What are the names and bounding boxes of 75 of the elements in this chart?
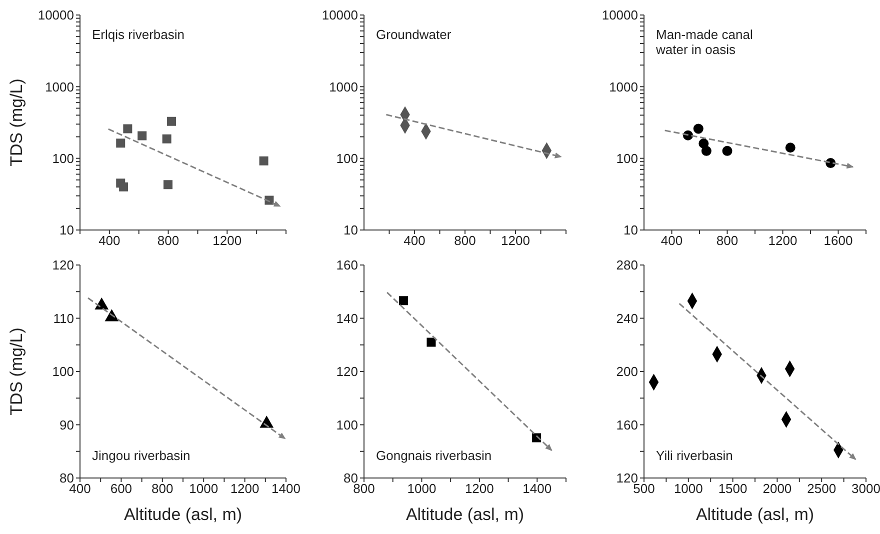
x-tick-label: 2000 <box>762 481 792 496</box>
x-tick-label: 500 <box>633 481 655 496</box>
x-axis-title: Altitude (asl, m) <box>696 505 814 524</box>
x-axis-title: Altitude (asl, m) <box>406 505 524 524</box>
x-tick-label: 800 <box>157 233 180 248</box>
annotation: Erlqis riverbasin <box>92 27 186 42</box>
y-tick-label: 1000 <box>45 79 74 94</box>
point <box>785 142 796 153</box>
point <box>426 338 436 347</box>
point <box>138 131 147 140</box>
x-tick-label: 1000 <box>407 481 436 496</box>
y-tick-label: 120 <box>336 364 358 380</box>
x-tick-label: 1000 <box>189 481 218 496</box>
y-tick-label: 120 <box>52 258 74 273</box>
annotation: Groundwater <box>376 27 452 42</box>
x-tick-label: 1200 <box>501 233 530 248</box>
y-tick-label: 140 <box>336 310 358 326</box>
point <box>163 180 172 190</box>
x-axis-title: Altitude (asl, m) <box>124 505 242 524</box>
y-tick-label: 100 <box>52 150 74 166</box>
y-tick-label: 280 <box>616 258 638 273</box>
point <box>95 298 108 310</box>
x-tick-label: 400 <box>660 233 683 248</box>
y-tick-label: 1000 <box>609 79 638 94</box>
x-tick-label: 1000 <box>674 481 703 496</box>
y-tick-label: 100 <box>336 417 358 432</box>
y-tick-label: 10000 <box>322 8 358 23</box>
x-tick-label: 1200 <box>464 481 494 496</box>
point <box>259 156 268 166</box>
annotation: Yili riverbasin <box>656 448 734 463</box>
y-tick-label: 100 <box>616 150 638 166</box>
point <box>162 134 172 144</box>
y-tick-label: 10000 <box>602 8 638 23</box>
point <box>116 138 126 148</box>
annotation: Man-made canal water in oasis <box>656 27 754 57</box>
x-tick-label: 1200 <box>768 233 798 248</box>
y-tick-label: 10000 <box>38 8 74 23</box>
annotation: Gongnais riverbasin <box>376 448 493 463</box>
x-tick-label: 800 <box>454 233 476 248</box>
y-tick-label: 10 <box>344 222 358 238</box>
x-tick-label: 400 <box>98 233 120 248</box>
y-axis-title: TDS (mg/L) <box>7 78 26 166</box>
x-tick-label: 600 <box>110 481 132 496</box>
x-tick-label: 1600 <box>824 233 853 248</box>
y-tick-label: 90 <box>60 417 74 432</box>
y-tick-label: 200 <box>616 364 638 380</box>
point <box>722 146 732 156</box>
point <box>693 124 704 134</box>
y-tick-label: 160 <box>616 417 638 432</box>
y-tick-label: 10 <box>624 222 638 238</box>
y-tick-label: 160 <box>336 258 358 273</box>
point <box>399 296 408 306</box>
x-tick-label: 1400 <box>272 481 300 496</box>
y-tick-label: 100 <box>52 364 74 380</box>
point <box>123 124 132 134</box>
x-tick-label: 800 <box>353 481 375 496</box>
x-tick-label: 1500 <box>718 481 748 496</box>
x-tick-label: 1400 <box>522 481 552 496</box>
x-tick-label: 800 <box>152 481 174 496</box>
x-tick-label: 2500 <box>807 481 836 496</box>
x-tick-label: 400 <box>404 233 426 248</box>
y-tick-label: 110 <box>53 310 74 326</box>
point <box>701 146 712 156</box>
y-tick-label: 240 <box>616 310 638 326</box>
point <box>119 182 128 192</box>
x-tick-label: 3000 <box>852 481 880 496</box>
y-tick-label: 10 <box>60 222 74 238</box>
point <box>167 116 176 126</box>
x-tick-label: 1200 <box>230 481 260 496</box>
x-tick-label: 1200 <box>212 233 242 248</box>
y-axis-title: TDS (mg/L) <box>7 328 26 416</box>
x-tick-label: 800 <box>716 233 738 248</box>
annotation: Jingou riverbasin <box>92 448 192 463</box>
y-tick-label: 1000 <box>329 79 358 94</box>
y-tick-label: 100 <box>336 150 358 166</box>
